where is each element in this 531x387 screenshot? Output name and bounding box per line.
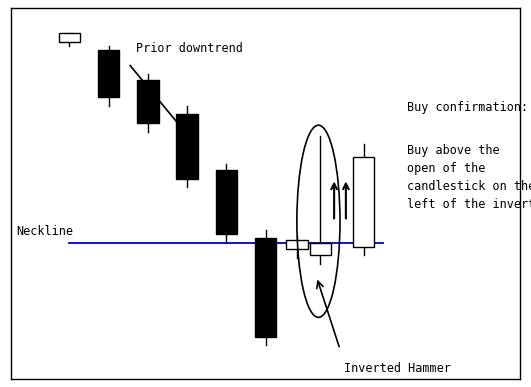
Bar [137, 80, 159, 123]
Text: Prior downtrend: Prior downtrend [136, 42, 243, 55]
Bar [98, 50, 119, 98]
Bar [353, 157, 374, 247]
Text: Buy confirmation:: Buy confirmation: [407, 101, 528, 115]
Bar [255, 238, 276, 337]
Text: Inverted Hammer: Inverted Hammer [344, 362, 451, 375]
Bar [58, 33, 80, 42]
Text: Buy above the
open of the
candlestick on the
left of the inverted: Buy above the open of the candlestick on… [407, 144, 531, 211]
Text: Neckline: Neckline [16, 225, 73, 238]
Bar [216, 170, 237, 234]
Bar [286, 240, 307, 249]
Bar [310, 243, 331, 255]
Bar [176, 115, 198, 178]
